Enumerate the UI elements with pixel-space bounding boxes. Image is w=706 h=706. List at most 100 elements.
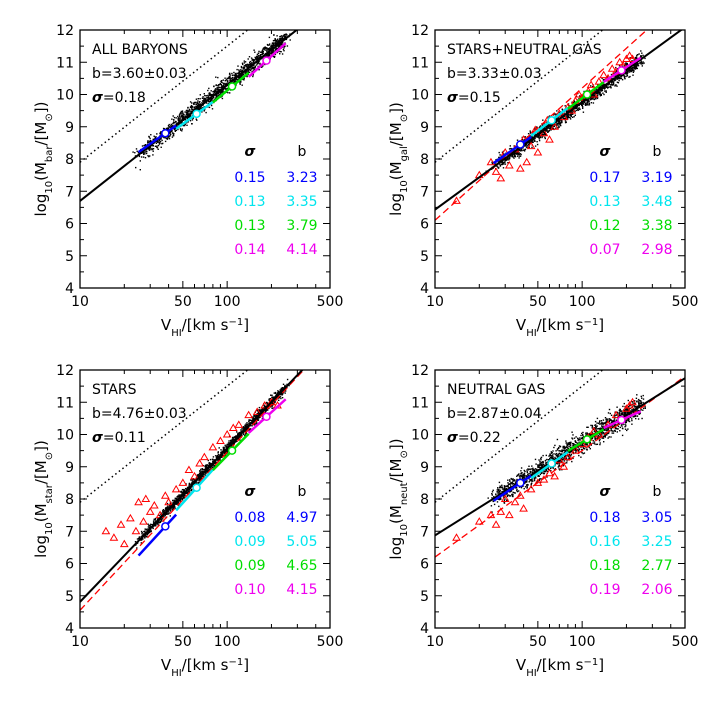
data-point — [195, 98, 198, 100]
data-point — [242, 68, 244, 70]
data-point — [267, 403, 269, 405]
data-point — [200, 472, 203, 474]
data-point — [632, 69, 635, 71]
data-point — [241, 70, 243, 73]
red-triangle — [116, 520, 126, 528]
data-point — [253, 66, 255, 68]
data-point — [642, 61, 644, 63]
data-point — [507, 162, 509, 164]
red-triangle — [252, 407, 262, 415]
data-point — [598, 93, 600, 95]
data-point — [513, 154, 516, 156]
data-point — [138, 537, 140, 540]
data-point — [285, 36, 287, 38]
data-point — [147, 528, 149, 530]
x-axis-label-sup: −1 — [228, 657, 243, 668]
data-point — [504, 163, 507, 165]
data-point — [283, 45, 285, 48]
data-point — [248, 56, 251, 58]
y-axis-label-sub: ⊙ — [44, 452, 55, 460]
data-point — [595, 443, 597, 446]
data-point — [512, 156, 514, 158]
data-point — [140, 539, 143, 541]
data-point — [174, 127, 176, 129]
data-point — [235, 78, 237, 80]
data-point — [540, 129, 543, 132]
data-point — [208, 93, 210, 96]
data-point — [163, 511, 165, 513]
data-point — [141, 532, 143, 535]
data-point — [211, 94, 213, 96]
data-point — [582, 102, 584, 104]
x-axis-label-sub: HI — [171, 668, 181, 679]
panel-title: STARS+NEUTRAL GAS — [447, 42, 602, 58]
data-point — [250, 66, 253, 68]
data-point — [173, 133, 175, 135]
table-b-value: 3.79 — [286, 218, 317, 234]
data-point — [180, 491, 182, 493]
data-point — [538, 137, 540, 139]
data-point — [152, 145, 154, 147]
data-point — [149, 141, 152, 143]
data-point — [569, 116, 571, 119]
data-point — [268, 54, 270, 56]
data-point — [508, 148, 511, 150]
data-point — [215, 76, 217, 78]
data-point — [217, 89, 219, 91]
data-point — [538, 134, 540, 137]
data-point — [251, 71, 253, 73]
data-point — [200, 108, 203, 110]
data-point — [272, 49, 274, 51]
red-triangle — [178, 478, 188, 486]
data-point — [547, 131, 549, 133]
data-point — [549, 125, 552, 128]
y-axis-label-text: log — [32, 194, 50, 217]
data-point — [221, 82, 223, 84]
data-point — [635, 63, 637, 66]
data-point — [265, 47, 267, 50]
data-point — [171, 118, 173, 120]
data-point — [627, 70, 629, 73]
data-point — [254, 66, 256, 69]
x-axis-label: VHI/[km s−1] — [161, 656, 249, 679]
data-point — [271, 407, 273, 409]
data-point — [182, 488, 184, 491]
data-point — [586, 103, 588, 105]
data-point — [538, 138, 541, 140]
sigma-symbol: σ — [92, 90, 103, 106]
segment-center-marker — [262, 412, 271, 422]
data-point — [226, 77, 228, 80]
data-point — [147, 532, 150, 534]
data-point — [243, 427, 245, 430]
data-point — [506, 158, 509, 160]
data-point — [592, 102, 595, 104]
data-point — [155, 520, 157, 522]
red-triangle — [222, 430, 232, 438]
data-point — [212, 458, 214, 460]
data-point — [171, 125, 173, 127]
data-point — [173, 504, 176, 506]
data-point — [241, 62, 244, 64]
data-point — [248, 419, 250, 421]
data-point — [520, 149, 522, 151]
data-point — [276, 51, 279, 54]
data-point — [203, 93, 205, 95]
data-point — [587, 102, 589, 104]
data-point — [176, 497, 178, 500]
data-point — [554, 113, 556, 115]
table-header-b: b — [653, 144, 662, 160]
data-point — [146, 533, 148, 535]
data-point — [228, 435, 231, 437]
data-point — [258, 406, 261, 409]
table-b-value: 4.97 — [286, 510, 317, 526]
data-point — [630, 61, 632, 63]
data-point — [522, 147, 524, 149]
data-point — [249, 68, 251, 71]
data-point — [202, 468, 204, 471]
x-tick-label: 50 — [174, 294, 192, 310]
data-point — [226, 444, 228, 446]
data-point — [238, 432, 240, 435]
data-point — [243, 65, 245, 67]
data-point — [243, 60, 245, 62]
data-point — [523, 139, 525, 141]
